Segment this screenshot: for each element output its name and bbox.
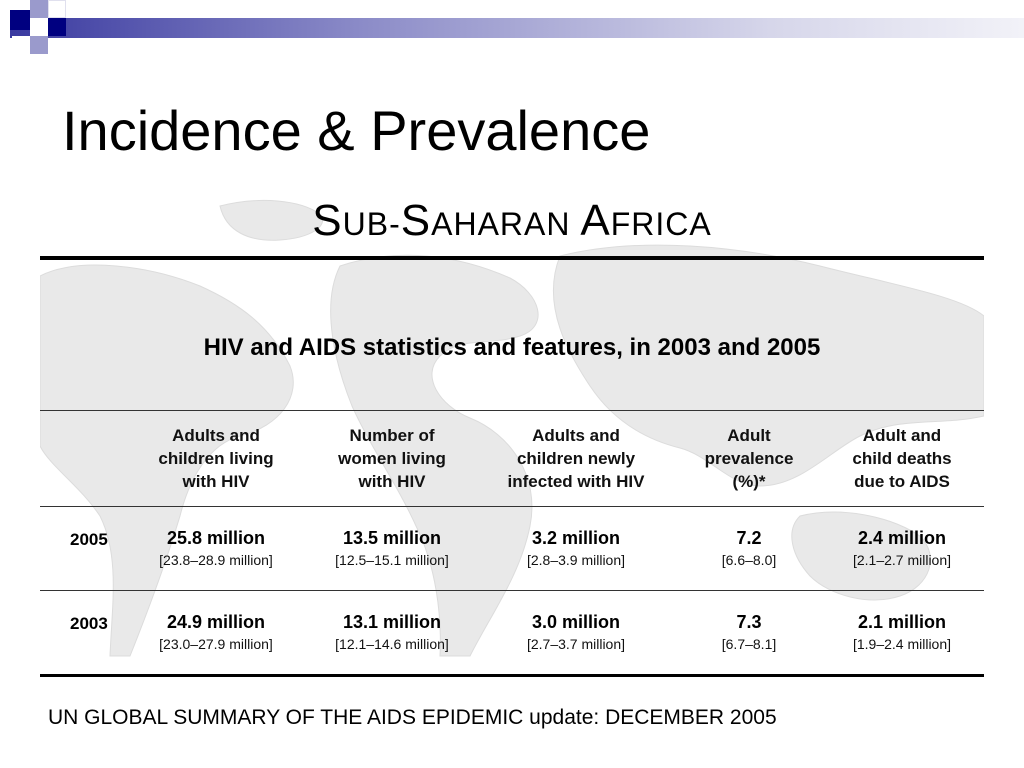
column-header-line: (%)* (732, 472, 766, 491)
column-header-line: children newly (516, 449, 636, 468)
row-divider (40, 590, 984, 591)
header-gradient-bar (10, 18, 1024, 38)
decorative-square (30, 18, 48, 36)
decorative-square (12, 36, 30, 54)
table-header-rule (40, 410, 984, 411)
cell-value: 2.4 million (857, 528, 947, 548)
cell-range: [12.5–15.1 million] (335, 552, 449, 568)
cell-range: [6.6–8.0] (721, 552, 777, 568)
cell-range: [23.8–28.9 million] (159, 552, 273, 568)
region-title-initial: S (400, 196, 432, 245)
table-cell: 7.2 [6.6–8.0] (686, 526, 812, 570)
world-map-background (40, 199, 984, 657)
decorative-square (30, 36, 48, 54)
cell-value: 24.9 million (166, 612, 266, 632)
region-title: SUB-SAHARAN AFRICA (40, 194, 984, 251)
slide-title: Incidence & Prevalence (62, 99, 651, 162)
region-title-initial: S (312, 196, 343, 245)
table-cell: 24.9 million [23.0–27.9 million] (132, 610, 300, 654)
column-header-line: Adult (727, 426, 771, 445)
cell-range: [2.7–3.7 million] (526, 636, 626, 652)
source-citation: UN GLOBAL SUMMARY OF THE AIDS EPIDEMIC u… (48, 706, 777, 729)
column-header-line: Adult and (862, 426, 942, 445)
column-header-line: women living (338, 449, 446, 468)
column-header-deaths: Adult and child deaths due to AIDS (828, 424, 976, 493)
column-header-living: Adults and children living with HIV (140, 424, 292, 493)
column-header-newly-infected: Adults and children newly infected with … (488, 424, 664, 493)
region-title-part: AHARAN (431, 206, 581, 242)
table-cell: 13.1 million [12.1–14.6 million] (308, 610, 476, 654)
row-divider (40, 506, 984, 507)
region-title-part: UB- (342, 206, 401, 242)
column-header-line: prevalence (704, 449, 794, 468)
decorative-square (30, 0, 48, 18)
statistics-figure: SUB-SAHARAN AFRICA HIV and AIDS statisti… (40, 186, 984, 682)
region-title-initial: A (580, 196, 611, 245)
cell-value: 7.3 (736, 612, 762, 632)
column-header-line: with HIV (358, 472, 426, 491)
column-header-line: due to AIDS (854, 472, 950, 491)
table-cell: 3.0 million [2.7–3.7 million] (492, 610, 660, 654)
heavy-rule-bottom (40, 674, 984, 677)
decorative-square (10, 10, 30, 30)
cell-value: 13.1 million (342, 612, 442, 632)
cell-range: [12.1–14.6 million] (335, 636, 449, 652)
table-cell: 13.5 million [12.5–15.1 million] (308, 526, 476, 570)
table-cell: 2.1 million [1.9–2.4 million] (826, 610, 978, 654)
cell-range: [1.9–2.4 million] (852, 636, 952, 652)
cell-range: [2.1–2.7 million] (852, 552, 952, 568)
table-cell: 25.8 million [23.8–28.9 million] (132, 526, 300, 570)
cell-range: [23.0–27.9 million] (159, 636, 273, 652)
table-cell: 3.2 million [2.8–3.9 million] (492, 526, 660, 570)
column-header-prevalence: Adult prevalence (%)* (686, 424, 812, 493)
cell-range: [2.8–3.9 million] (526, 552, 626, 568)
cell-value: 3.0 million (531, 612, 621, 632)
row-year-2003: 2003 (70, 614, 108, 633)
cell-value: 2.1 million (857, 612, 947, 632)
decorative-square (48, 18, 66, 36)
cell-range: [6.7–8.1] (721, 636, 777, 652)
column-header-line: infected with HIV (507, 472, 645, 491)
cell-value: 25.8 million (166, 528, 266, 548)
column-header-line: Adults and (172, 426, 260, 445)
column-header-line: child deaths (852, 449, 952, 468)
column-header-women: Number of women living with HIV (312, 424, 472, 493)
column-header-line: Number of (349, 426, 435, 445)
decorative-square (48, 0, 66, 18)
column-header-line: Adults and (532, 426, 620, 445)
row-year-2005: 2005 (70, 530, 108, 549)
cell-value: 7.2 (736, 528, 762, 548)
heavy-rule-top (40, 256, 984, 260)
table-title: HIV and AIDS statistics and features, in… (203, 334, 821, 361)
cell-value: 3.2 million (531, 528, 621, 548)
cell-value: 13.5 million (342, 528, 442, 548)
table-cell: 7.3 [6.7–8.1] (686, 610, 812, 654)
region-title-part: FRICA (610, 206, 712, 242)
table-cell: 2.4 million [2.1–2.7 million] (826, 526, 978, 570)
column-header-line: with HIV (182, 472, 250, 491)
column-header-line: children living (158, 449, 274, 468)
